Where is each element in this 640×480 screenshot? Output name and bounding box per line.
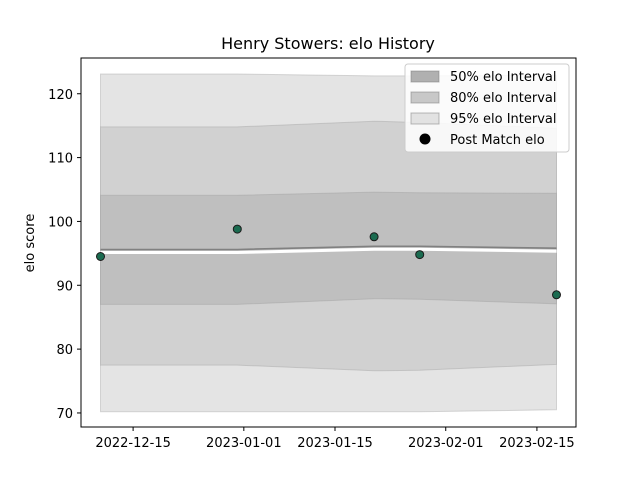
legend-label: 50% elo Interval: [450, 70, 557, 85]
legend-label: 95% elo Interval: [450, 112, 557, 127]
y-tick-label: 110: [48, 152, 73, 167]
y-tick-label: 70: [56, 407, 73, 422]
axes: 70 80 90 100 110 120 2022-12-15 2023-01-01 2023-…: [48, 57, 577, 451]
x-tick-label: 2022-12-15: [95, 436, 171, 451]
y-tick-label: 80: [56, 343, 73, 358]
post-match-point: [369, 232, 379, 242]
y-axis-label: elo score: [23, 214, 38, 273]
legend-label: Post Match elo: [450, 133, 545, 148]
x-tick-label: 2023-01-15: [297, 436, 373, 451]
x-tick-label: 2023-02-01: [408, 436, 484, 451]
legend-box: [404, 63, 570, 153]
band-3: [100, 191, 557, 305]
y-tick-label: 120: [48, 88, 73, 103]
legend-swatch: [410, 112, 440, 125]
chart-title: Henry Stowers: elo History: [221, 34, 435, 53]
plot-frame: [80, 57, 577, 428]
y-tick-label: 100: [48, 215, 73, 230]
post-match-point: [232, 224, 242, 234]
legend-marker: [419, 133, 431, 145]
x-tick-label: 2023-02-15: [499, 436, 575, 451]
x-tick-label: 2023-01-01: [206, 436, 282, 451]
post-match-point: [552, 290, 561, 300]
legend-swatch: [410, 70, 440, 83]
legend: 50% elo Interval 80% elo Interval 95% elo …: [404, 63, 570, 153]
interval-bands: [100, 73, 557, 413]
y-tick-label: 90: [56, 279, 73, 294]
post-match-points: [96, 224, 561, 300]
legend-swatch: [410, 91, 440, 104]
mean-gap-line: [100, 247, 557, 254]
mean-elo-line: [100, 245, 557, 254]
post-match-point: [415, 250, 425, 260]
legend-label: 80% elo Interval: [450, 91, 557, 106]
mean-line: [100, 245, 557, 251]
post-match-point: [96, 252, 105, 261]
